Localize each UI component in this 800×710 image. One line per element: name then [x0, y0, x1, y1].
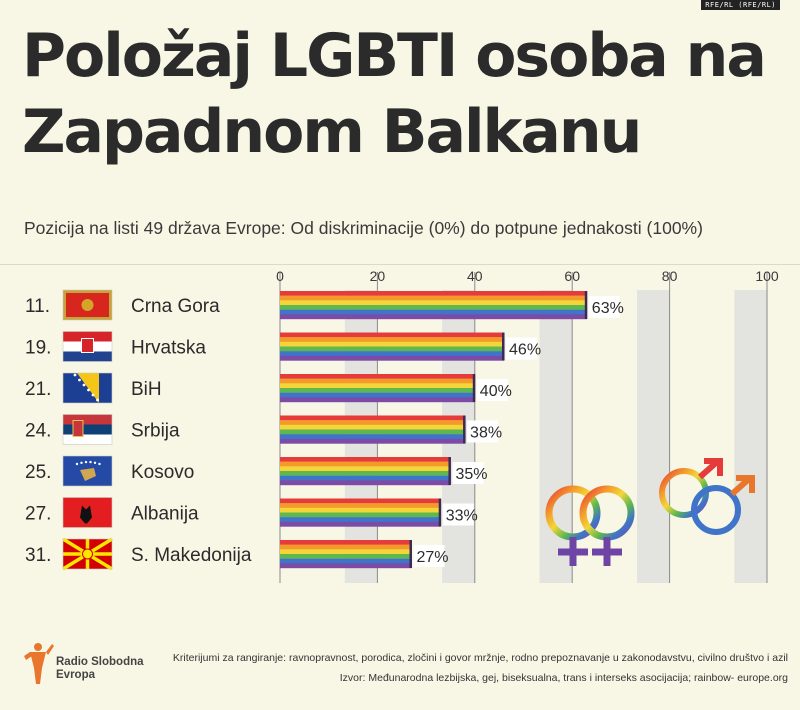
x-tick-label: 100	[755, 268, 779, 284]
rank-label: 24.	[25, 421, 51, 442]
value-label: 40%	[480, 383, 512, 400]
country-label: Hrvatska	[131, 338, 206, 359]
country-label: Kosovo	[131, 462, 194, 483]
albania-flag-icon	[62, 497, 113, 528]
bar	[280, 291, 588, 320]
value-label: 63%	[592, 300, 624, 317]
divider	[0, 264, 800, 265]
rank-label: 27.	[25, 504, 51, 525]
bar	[280, 415, 466, 444]
bar-chart: 0 20 40 60 80 100 11. Crna Gora 63% 19. Hrvatska 4…	[25, 268, 779, 583]
value-label-bg	[452, 462, 484, 484]
value-label: 35%	[455, 466, 487, 483]
kosovo-flag-icon	[62, 455, 113, 487]
x-tick-label: 40	[467, 268, 483, 284]
value-label: 33%	[446, 508, 478, 525]
north-macedonia-flag-icon	[62, 537, 113, 571]
chart-row: 24. Srbija 38%	[25, 414, 502, 445]
x-tick-label: 60	[564, 268, 580, 284]
value-label: 38%	[470, 425, 502, 442]
chart-row: 19. Hrvatska 46%	[25, 331, 541, 362]
chart-row: 31. S. Makedonija 27%	[25, 537, 449, 571]
chart-row: 27. Albanija 33%	[25, 497, 478, 528]
x-tick-label: 80	[662, 268, 678, 284]
logo-line-1: Radio Slobodna	[56, 656, 144, 668]
bar	[280, 374, 476, 403]
country-label: Crna Gora	[131, 296, 220, 317]
value-label: 27%	[416, 549, 448, 566]
serbia-flag-icon	[62, 414, 113, 445]
croatia-flag-icon	[62, 331, 113, 362]
value-label-bg	[506, 337, 538, 360]
grid-stripe	[636, 290, 670, 583]
bar	[280, 457, 451, 486]
montenegro-flag-icon	[62, 289, 113, 321]
country-label: BiH	[131, 379, 162, 400]
bar	[280, 540, 412, 569]
corner-tag: RFE/RL (RFE/RL)	[701, 0, 780, 10]
value-label-bg	[588, 296, 620, 318]
chart-row: 21. BiH 40%	[25, 372, 512, 404]
logo-line-2: Evropa	[56, 669, 95, 681]
chart-row: 25. Kosovo 35%	[25, 455, 487, 487]
bar	[280, 498, 442, 527]
bih-flag-icon	[62, 372, 113, 404]
x-axis-ticks: 0 20 40 60 80 100	[276, 268, 779, 284]
rfe-logo-icon	[24, 643, 54, 684]
x-tick-label: 0	[276, 268, 284, 284]
chart-rows: 11. Crna Gora 63% 19. Hrvatska 46% 21. BiH 40% 24…	[25, 289, 624, 571]
rank-label: 31.	[25, 545, 51, 566]
female-symbols-icon	[545, 485, 635, 566]
source-note: Izvor: Međunarodna lezbijska, gej, bisek…	[339, 672, 788, 684]
country-label: Srbija	[131, 421, 180, 442]
value-label-bg	[413, 545, 445, 567]
logo-text: Radio Slobodna Evropa	[56, 656, 144, 682]
value-label-bg	[467, 420, 499, 443]
country-label: S. Makedonija	[131, 545, 252, 566]
rank-label: 11.	[25, 296, 50, 317]
criteria-note: Kriterijumi za rangiranje: ravnopravnost…	[172, 652, 788, 664]
chart-subtitle: Pozicija na listi 49 država Evrope: Od d…	[24, 218, 703, 238]
gender-symbols	[545, 458, 755, 566]
chart-row: 11. Crna Gora 63%	[25, 289, 624, 321]
rank-label: 21.	[25, 379, 51, 400]
value-label: 46%	[509, 342, 541, 359]
rank-label: 19.	[25, 338, 51, 359]
country-label: Albanija	[131, 504, 199, 525]
bar	[280, 332, 505, 361]
male-symbols-icon	[659, 458, 755, 535]
grid-stripe	[734, 290, 767, 583]
value-label-bg	[476, 379, 508, 401]
value-label-bg	[442, 503, 474, 526]
x-tick-label: 20	[370, 268, 386, 284]
page-title: Položaj LGBTI osoba na Zapadnom Balkanu	[22, 21, 767, 167]
rank-label: 25.	[25, 462, 51, 483]
